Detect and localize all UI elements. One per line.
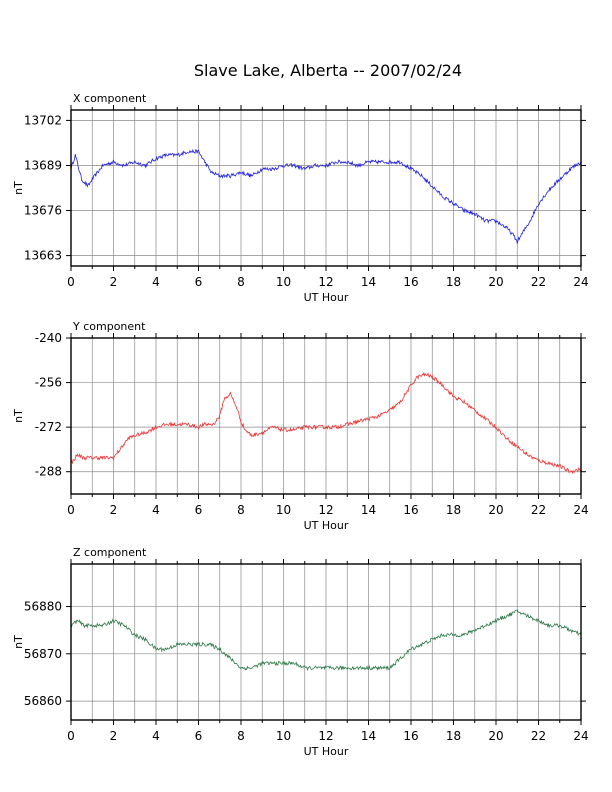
x-tick-label: 24 <box>573 503 588 517</box>
x-tick-label: 20 <box>488 275 503 289</box>
x-tick-label: 6 <box>195 503 203 517</box>
x-tick-label: 8 <box>237 503 245 517</box>
panel-subtitle: Z component <box>73 546 147 559</box>
panel-subtitle: X component <box>73 92 147 105</box>
x-tick-label: 6 <box>195 729 203 743</box>
x-tick-label: 10 <box>276 275 291 289</box>
x-tick-label: 16 <box>403 503 418 517</box>
x-tick-label: 24 <box>573 275 588 289</box>
x-axis-label: UT Hour <box>304 291 349 304</box>
x-tick-label: 8 <box>237 729 245 743</box>
figure-title: Slave Lake, Alberta -- 2007/02/24 <box>194 61 462 80</box>
x-tick-label: 14 <box>361 503 376 517</box>
series-line <box>70 148 582 244</box>
panels: 0 2 4 6 8 10 12 14 16 18 20 22 241366313676136891370… <box>12 92 589 758</box>
x-tick-label: 22 <box>531 503 546 517</box>
x-tick-label: 22 <box>531 729 546 743</box>
x-axis-label: UT Hour <box>304 745 349 758</box>
y-tick-label: 13689 <box>24 158 62 172</box>
panel-1: 0 2 4 6 8 10 12 14 16 18 20 22 241366313676136891370… <box>12 92 589 304</box>
x-tick-label: 20 <box>488 503 503 517</box>
y-tick-label: 56870 <box>24 647 62 661</box>
x-tick-label: 0 <box>67 275 75 289</box>
x-tick-label: 4 <box>152 503 160 517</box>
x-axis-label: UT Hour <box>304 519 349 532</box>
x-tick-label: 18 <box>446 275 461 289</box>
x-tick-label: 2 <box>110 503 118 517</box>
x-tick-label: 22 <box>531 275 546 289</box>
x-tick-label: 18 <box>446 729 461 743</box>
panel-subtitle: Y component <box>72 320 146 333</box>
y-tick-label: -240 <box>35 331 62 345</box>
x-tick-label: 0 <box>67 729 75 743</box>
x-tick-label: 2 <box>110 729 118 743</box>
x-tick-label: 16 <box>403 729 418 743</box>
x-tick-label: 8 <box>237 275 245 289</box>
series-line <box>70 372 582 475</box>
y-tick-label: -272 <box>35 420 62 434</box>
y-axis-label: nT <box>12 181 25 195</box>
x-tick-label: 24 <box>573 729 588 743</box>
y-tick-label: 56860 <box>24 694 62 708</box>
x-tick-label: 10 <box>276 729 291 743</box>
y-tick-label: -256 <box>35 376 62 390</box>
y-tick-label: 13702 <box>24 113 62 127</box>
y-tick-label: -288 <box>35 465 62 479</box>
x-tick-label: 18 <box>446 503 461 517</box>
x-tick-label: 6 <box>195 275 203 289</box>
series-line <box>70 609 582 672</box>
y-tick-label: 13663 <box>24 249 62 263</box>
x-tick-label: 14 <box>361 275 376 289</box>
x-tick-label: 14 <box>361 729 376 743</box>
x-tick-label: 10 <box>276 503 291 517</box>
x-tick-label: 12 <box>318 503 333 517</box>
x-tick-label: 2 <box>110 275 118 289</box>
x-tick-label: 16 <box>403 275 418 289</box>
y-axis-label: nT <box>12 409 25 423</box>
x-tick-label: 12 <box>318 275 333 289</box>
y-axis-label: nT <box>12 635 25 649</box>
x-tick-label: 12 <box>318 729 333 743</box>
y-tick-label: 13676 <box>24 204 62 218</box>
x-tick-label: 0 <box>67 503 75 517</box>
y-tick-label: 56880 <box>24 600 62 614</box>
x-tick-label: 4 <box>152 729 160 743</box>
x-tick-label: 20 <box>488 729 503 743</box>
x-tick-label: 4 <box>152 275 160 289</box>
